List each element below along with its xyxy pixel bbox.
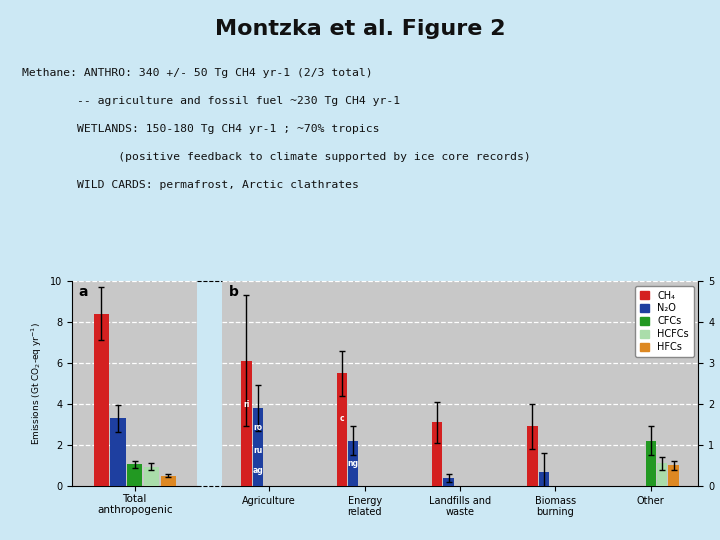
Text: b: b xyxy=(229,285,238,299)
Text: (positive feedback to climate supported by ice core records): (positive feedback to climate supported … xyxy=(22,152,531,162)
Text: Montzka et al. Figure 2: Montzka et al. Figure 2 xyxy=(215,19,505,39)
Text: ag: ag xyxy=(253,466,264,475)
Text: ng: ng xyxy=(348,459,359,468)
Bar xyxy=(253,408,263,486)
Bar xyxy=(657,463,667,486)
Bar xyxy=(432,422,442,486)
Legend: CH₄, N₂O, CFCs, HCFCs, HFCs: CH₄, N₂O, CFCs, HCFCs, HFCs xyxy=(635,286,693,357)
Bar xyxy=(336,373,347,486)
Text: a: a xyxy=(78,285,88,299)
Bar xyxy=(94,314,109,486)
Text: Methane: ANTHRO: 340 +/- 50 Tg CH4 yr-1 (2/3 total): Methane: ANTHRO: 340 +/- 50 Tg CH4 yr-1 … xyxy=(22,68,372,78)
Text: WILD CARDS: permafrost, Arctic clathrates: WILD CARDS: permafrost, Arctic clathrate… xyxy=(22,180,359,190)
Bar xyxy=(668,465,679,486)
Bar xyxy=(348,441,359,486)
Text: ro: ro xyxy=(253,423,262,432)
Text: ri: ri xyxy=(243,400,250,409)
Bar xyxy=(144,467,159,486)
Bar xyxy=(241,361,251,486)
Bar xyxy=(444,478,454,486)
Bar xyxy=(127,464,143,486)
Bar xyxy=(110,418,125,486)
Text: -- agriculture and fossil fuel ~230 Tg CH4 yr-1: -- agriculture and fossil fuel ~230 Tg C… xyxy=(22,96,400,106)
Bar xyxy=(539,471,549,486)
Bar xyxy=(646,441,656,486)
Text: c: c xyxy=(339,414,344,423)
Text: WETLANDS: 150-180 Tg CH4 yr-1 ; ~70% tropics: WETLANDS: 150-180 Tg CH4 yr-1 ; ~70% tro… xyxy=(22,124,379,134)
Bar xyxy=(161,476,176,486)
Text: ru: ru xyxy=(253,447,262,455)
Bar xyxy=(527,427,538,486)
Y-axis label: Emissions (Gt CO$_2$-eq yr$^{-1}$): Emissions (Gt CO$_2$-eq yr$^{-1}$) xyxy=(30,322,45,445)
